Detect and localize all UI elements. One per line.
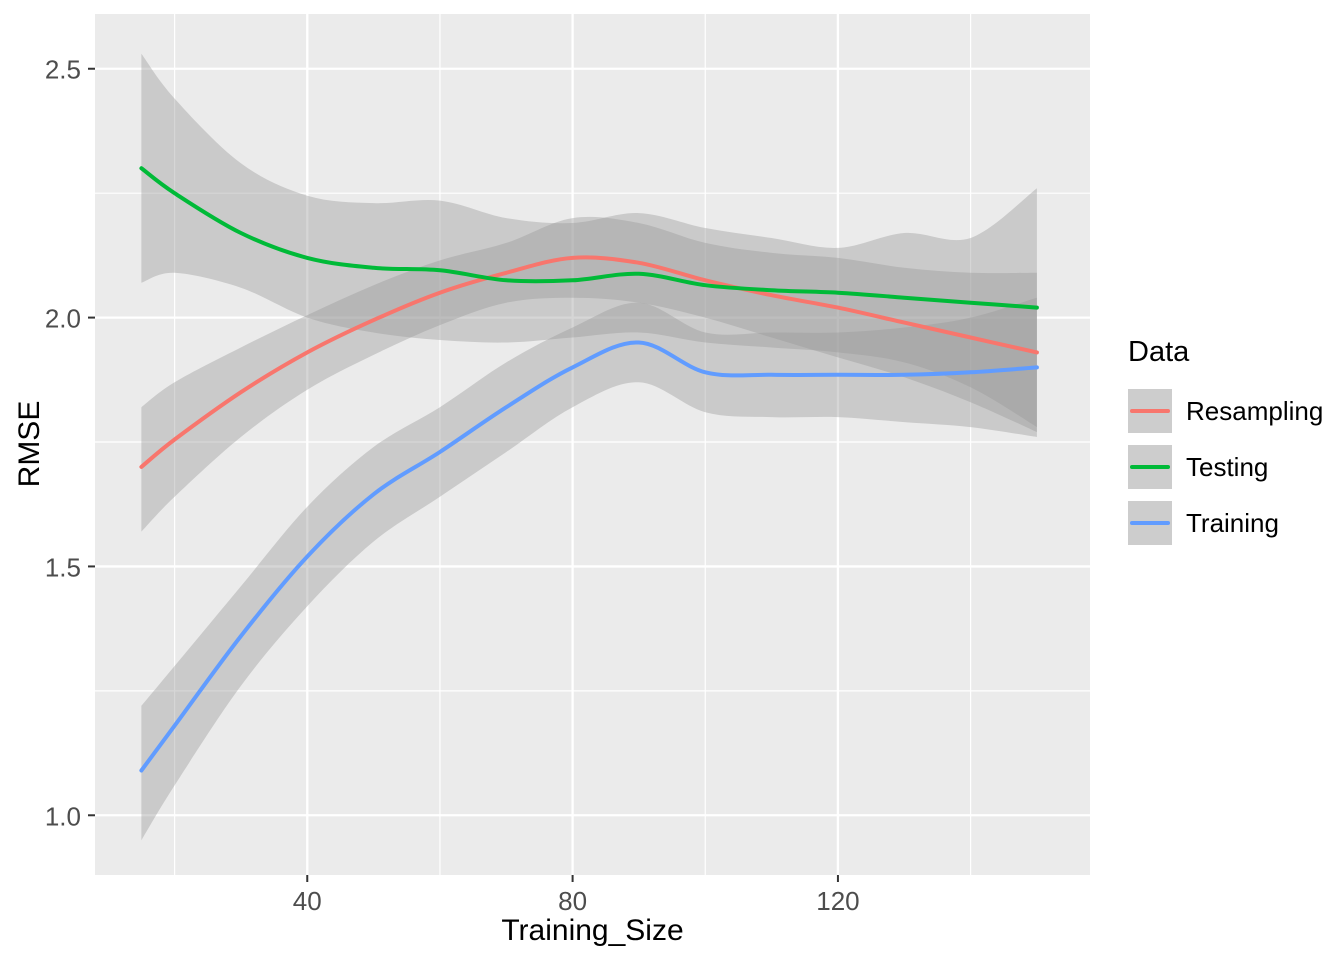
legend-key-swatch: [1128, 445, 1172, 489]
confidence-ribbon-training: [141, 297, 1037, 841]
series-line-training: [139, 340, 1039, 773]
x-tick-label: 120: [816, 886, 859, 916]
legend-key-line-icon: [1130, 465, 1170, 469]
legend-title: Data: [1128, 336, 1190, 368]
legend-item-training: Training: [1128, 495, 1323, 551]
legend-key-swatch: [1128, 501, 1172, 545]
legend-label: Training: [1186, 507, 1279, 538]
legend: Data Resampling Testing Training: [1128, 336, 1323, 551]
x-axis-title: Training_Size: [501, 914, 684, 947]
y-axis-title: RMSE: [13, 400, 46, 488]
legend-label: Resampling: [1186, 395, 1324, 426]
legend-key-line-icon: [1130, 521, 1170, 525]
panel-background: [95, 14, 1090, 875]
confidence-ribbon-resampling: [141, 216, 1037, 532]
y-tick-label: 2.5: [45, 55, 81, 85]
y-tick-label: 1.0: [45, 801, 81, 831]
legend-label: Testing: [1186, 451, 1269, 482]
legend-key-swatch: [1128, 389, 1172, 433]
legend-items: Resampling Testing Training: [1128, 383, 1323, 551]
x-tick-label: 80: [558, 886, 587, 916]
x-tick-label: 40: [293, 886, 322, 916]
y-tick-label: 2.0: [45, 304, 81, 334]
legend-item-resampling: Resampling: [1128, 383, 1323, 439]
legend-item-testing: Testing: [1128, 439, 1323, 495]
series-line-resampling: [139, 255, 1039, 469]
confidence-ribbon-testing: [141, 53, 1037, 428]
legend-key-line-icon: [1130, 409, 1170, 413]
y-tick-label: 1.5: [45, 552, 81, 582]
series-line-testing: [139, 166, 1039, 310]
